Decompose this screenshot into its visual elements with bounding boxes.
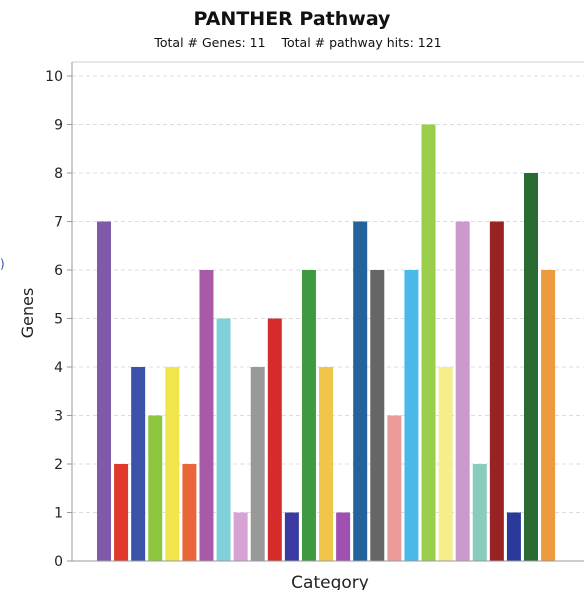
bar[interactable] [387, 415, 402, 562]
y-axis-label: Genes [18, 288, 37, 339]
bar[interactable] [421, 124, 436, 562]
x-axis-label: Category [291, 573, 369, 590]
y-tick-label: 8 [54, 166, 63, 182]
bar[interactable] [489, 221, 504, 562]
bar[interactable] [114, 464, 129, 561]
bar[interactable] [284, 512, 299, 562]
bar[interactable] [301, 270, 316, 561]
cut-off-link-text[interactable]: ) [0, 257, 5, 271]
bar[interactable] [216, 318, 231, 562]
bar[interactable] [131, 367, 146, 561]
y-tick-label: 2 [54, 457, 63, 473]
y-tick-label: 1 [54, 506, 63, 522]
bar[interactable] [267, 318, 282, 562]
y-tick-label: 4 [54, 360, 63, 376]
bar[interactable] [353, 221, 368, 562]
y-tick-label: 9 [54, 118, 63, 134]
bar[interactable] [319, 367, 334, 561]
y-tick-label: 5 [54, 312, 63, 328]
bar[interactable] [148, 415, 163, 562]
bar[interactable] [336, 512, 351, 562]
y-tick-label: 6 [54, 263, 63, 279]
y-axis-ticks: 0 1 2 3 4 5 6 7 8 9 10 [45, 69, 72, 570]
bar[interactable] [541, 270, 556, 561]
bar[interactable] [472, 464, 487, 561]
bar[interactable] [199, 270, 214, 561]
bar[interactable] [165, 367, 180, 561]
bar[interactable] [438, 367, 453, 561]
bar[interactable] [524, 173, 538, 561]
y-tick-label: 0 [54, 554, 63, 570]
bar[interactable] [455, 221, 470, 562]
bar[interactable] [370, 270, 385, 561]
y-tick-label: 3 [54, 409, 63, 425]
bar[interactable] [404, 270, 419, 561]
bar[interactable] [233, 512, 248, 562]
bar[interactable] [506, 512, 521, 562]
chart-subtitle: Total # Genes: 11 Total # pathway hits: … [154, 35, 442, 50]
bar[interactable] [182, 464, 197, 561]
chart-title: PANTHER Pathway [193, 8, 391, 30]
bar[interactable] [250, 367, 265, 561]
y-tick-label: 7 [54, 215, 63, 231]
bar[interactable] [97, 221, 111, 562]
y-tick-label: 10 [45, 69, 63, 85]
bars [97, 124, 556, 562]
